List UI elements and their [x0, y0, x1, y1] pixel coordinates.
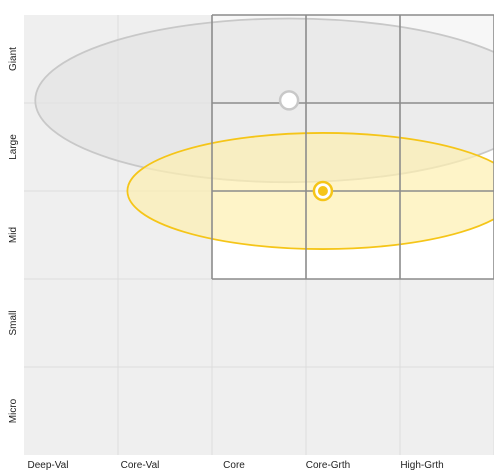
style-box-lines — [211, 14, 494, 280]
y-tick-label: Large — [8, 134, 19, 160]
y-tick-label: Giant — [8, 47, 19, 71]
x-tick-label: Deep-Val — [28, 460, 69, 470]
y-tick-label: Small — [8, 310, 19, 335]
centroid-point — [284, 95, 295, 106]
centroid-point — [317, 186, 328, 196]
x-tick-label: Core — [223, 460, 245, 470]
y-tick-labels: Micro Small Mid Large Giant — [8, 47, 19, 423]
y-tick-label: Micro — [8, 398, 19, 423]
x-tick-label: High-Grth — [400, 460, 443, 470]
x-tick-label: Core-Grth — [306, 460, 350, 470]
x-tick-label: Core-Val — [121, 460, 160, 470]
y-tick-label: Mid — [8, 227, 19, 243]
x-tick-labels: Deep-Val Core-Val Core Core-Grth High-Grth — [28, 460, 444, 470]
centroid-markers — [278, 90, 334, 202]
